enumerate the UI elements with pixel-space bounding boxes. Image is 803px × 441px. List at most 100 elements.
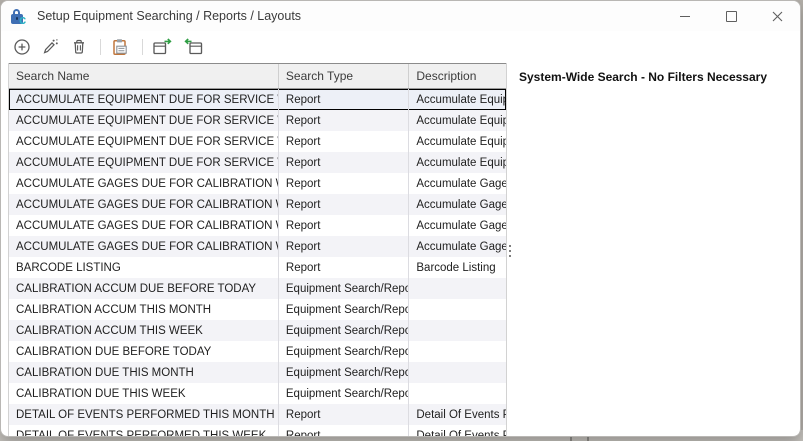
maximize-icon [725,10,737,22]
table-row[interactable]: CALIBRATION ACCUM THIS WEEK Equipment Se… [9,320,506,341]
delete-icon [74,39,84,54]
cell-search-type: Equipment Search/Report [279,299,410,320]
app-lock-icon: c [11,8,28,26]
cell-search-type: Equipment Search/Report [279,383,410,404]
cell-search-name: CALIBRATION DUE THIS MONTH [9,362,279,383]
column-header-search-type[interactable]: Search Type [279,64,410,88]
search-grid: Search Name Search Type Description ACCU… [8,63,507,437]
grip-dots-icon [509,244,511,257]
cell-description [409,383,506,404]
filter-panel: System-Wide Search - No Filters Necessar… [513,63,799,435]
table-row[interactable]: ACCUMULATE EQUIPMENT DUE FOR SERVICE WIT… [9,152,506,173]
table-row[interactable]: ACCUMULATE EQUIPMENT DUE FOR SERVICE WIT… [9,131,506,152]
panel-splitter[interactable] [507,63,513,436]
table-row[interactable]: ACCUMULATE GAGES DUE FOR CALIBRATION WIT… [9,215,506,236]
filter-panel-heading: System-Wide Search - No Filters Necessar… [519,70,767,84]
edit-wand-icon [43,39,58,54]
cell-search-type: Report [279,236,410,257]
cell-description [409,299,506,320]
cell-search-type: Report [279,404,410,425]
maximize-button[interactable] [708,1,754,31]
cell-search-name: ACCUMULATE EQUIPMENT DUE FOR SERVICE WIT… [9,110,279,131]
cell-search-name: DETAIL OF EVENTS PERFORMED THIS MONTH [9,404,279,425]
table-row[interactable]: ACCUMULATE GAGES DUE FOR CALIBRATION WIT… [9,236,506,257]
table-row[interactable]: ACCUMULATE EQUIPMENT DUE FOR SERVICE WIT… [9,110,506,131]
column-header-description[interactable]: Description [416,69,477,83]
cell-description: Accumulate Gage [416,198,506,211]
titlebar[interactable]: c Setup Equipment Searching / Reports / … [1,1,800,31]
table-row[interactable]: CALIBRATION DUE THIS WEEK Equipment Sear… [9,383,506,404]
minimize-button[interactable] [662,1,708,31]
close-icon [772,11,782,21]
cell-search-name: ACCUMULATE EQUIPMENT DUE FOR SERVICE WIT… [9,152,279,173]
table-row[interactable]: CALIBRATION ACCUM DUE BEFORE TODAY Equip… [9,278,506,299]
table-row[interactable]: DETAIL OF EVENTS PERFORMED THIS WEEK Rep… [9,425,506,437]
edit-button[interactable] [41,35,60,59]
table-row[interactable]: BARCODE LISTING Report Barcode Listing [9,257,506,278]
cell-search-name: ACCUMULATE EQUIPMENT DUE FOR SERVICE WIT… [9,131,279,152]
table-row[interactable]: ACCUMULATE GAGES DUE FOR CALIBRATION WIT… [9,194,506,215]
cell-description: Detail Of Events P [416,429,506,437]
cell-search-name: ACCUMULATE GAGES DUE FOR CALIBRATION WIT… [9,236,279,257]
toolbar [1,31,800,63]
cell-search-type: Report [279,110,410,131]
cell-search-name: ACCUMULATE GAGES DUE FOR CALIBRATION WIT… [9,215,279,236]
cell-search-type: Report [279,257,410,278]
cell-description: Accumulate Gage [416,240,506,253]
cell-search-name: ACCUMULATE EQUIPMENT DUE FOR SERVICE WIT… [9,89,279,110]
close-button[interactable] [754,1,800,31]
import-layout-icon [184,38,203,55]
table-row[interactable]: ACCUMULATE EQUIPMENT DUE FOR SERVICE WIT… [9,89,506,110]
minimize-icon [680,15,690,17]
cell-search-type: Equipment Search/Report [279,341,410,362]
table-row[interactable]: CALIBRATION DUE THIS MONTH Equipment Sea… [9,362,506,383]
cell-description [409,320,506,341]
cell-description: Accumulate Equip [416,114,506,127]
paste-layout-button[interactable] [110,35,130,59]
cell-description: Accumulate Equip [416,93,506,106]
cell-description: Accumulate Gage [416,219,506,232]
cell-search-type: Equipment Search/Report [279,278,410,299]
cell-search-type: Report [279,215,410,236]
cell-search-name: BARCODE LISTING [9,257,279,278]
add-icon [14,39,30,55]
cell-search-type: Report [279,173,410,194]
cell-search-type: Report [279,425,410,436]
window-title: Setup Equipment Searching / Reports / La… [37,9,302,23]
cell-search-type: Report [279,194,410,215]
cell-search-type: Report [279,131,410,152]
paste-layout-icon [113,39,127,55]
grid-header: Search Name Search Type Description [9,63,506,89]
cell-search-type: Equipment Search/Report [279,362,410,383]
cell-search-name: CALIBRATION DUE THIS WEEK [9,383,279,404]
cell-search-name: DETAIL OF EVENTS PERFORMED THIS WEEK [9,425,279,436]
cell-search-name: CALIBRATION ACCUM THIS WEEK [9,320,279,341]
export-layout-button[interactable] [152,35,173,59]
cell-search-name: CALIBRATION ACCUM DUE BEFORE TODAY [9,278,279,299]
export-layout-icon [153,38,172,55]
cell-search-name: ACCUMULATE GAGES DUE FOR CALIBRATION WIT… [9,173,279,194]
cell-description: Accumulate Gage [416,177,506,190]
delete-button[interactable] [70,35,88,59]
cell-search-type: Equipment Search/Report [279,320,410,341]
cell-search-name: CALIBRATION DUE BEFORE TODAY [9,341,279,362]
cell-description: Accumulate Equip [416,156,506,169]
cell-description: Accumulate Equip [416,135,506,148]
cell-description [409,278,506,299]
cell-search-name: ACCUMULATE GAGES DUE FOR CALIBRATION WIT… [9,194,279,215]
cell-search-type: Report [279,152,410,173]
table-row[interactable]: DETAIL OF EVENTS PERFORMED THIS MONTH Re… [9,404,506,425]
table-row[interactable]: CALIBRATION ACCUM THIS MONTH Equipment S… [9,299,506,320]
cell-description [409,362,506,383]
add-button[interactable] [13,35,31,59]
cell-search-type: Report [279,89,410,110]
table-row[interactable]: ACCUMULATE GAGES DUE FOR CALIBRATION WIT… [9,173,506,194]
table-row[interactable]: CALIBRATION DUE BEFORE TODAY Equipment S… [9,341,506,362]
cell-description [409,341,506,362]
column-header-search-name[interactable]: Search Name [9,64,279,88]
import-layout-button[interactable] [183,35,204,59]
cell-description: Detail Of Events P [416,408,506,421]
toolbar-separator [100,39,101,55]
toolbar-separator [142,39,143,55]
